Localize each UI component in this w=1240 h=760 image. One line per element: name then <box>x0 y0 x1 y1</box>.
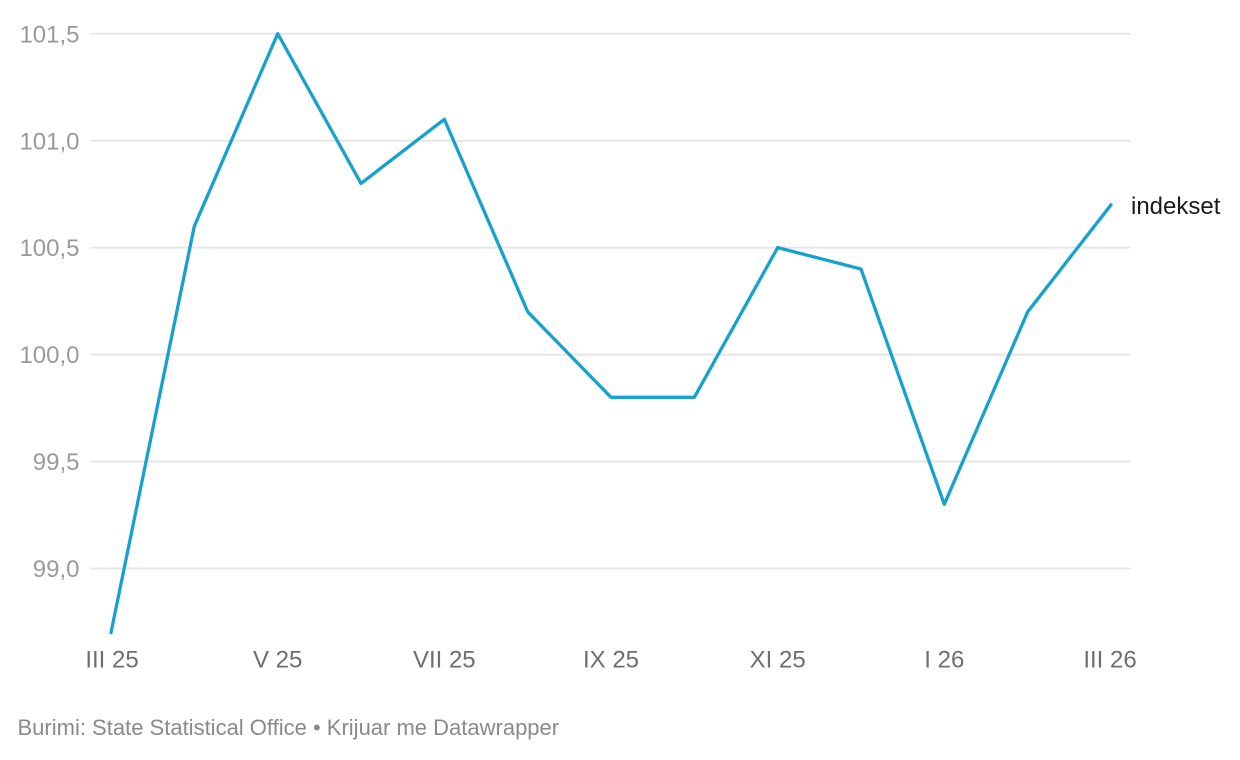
svg-text:Burimi: State Statistical Offi: Burimi: State Statistical Office • Kriju… <box>18 715 560 740</box>
svg-text:I 26: I 26 <box>924 647 964 674</box>
svg-text:IX 25: IX 25 <box>583 647 639 674</box>
svg-text:101,0: 101,0 <box>19 128 79 155</box>
svg-text:99,0: 99,0 <box>33 556 80 583</box>
svg-text:indekset: indekset <box>1131 193 1221 220</box>
svg-text:XI 25: XI 25 <box>750 647 806 674</box>
svg-text:VII 25: VII 25 <box>413 647 476 674</box>
svg-text:V 25: V 25 <box>253 647 302 674</box>
svg-text:100,5: 100,5 <box>19 235 79 262</box>
svg-text:100,0: 100,0 <box>19 342 79 369</box>
svg-text:101,5: 101,5 <box>19 21 79 48</box>
svg-text:99,5: 99,5 <box>33 449 80 476</box>
svg-text:III 25: III 25 <box>85 647 138 674</box>
svg-text:III 26: III 26 <box>1083 647 1136 674</box>
